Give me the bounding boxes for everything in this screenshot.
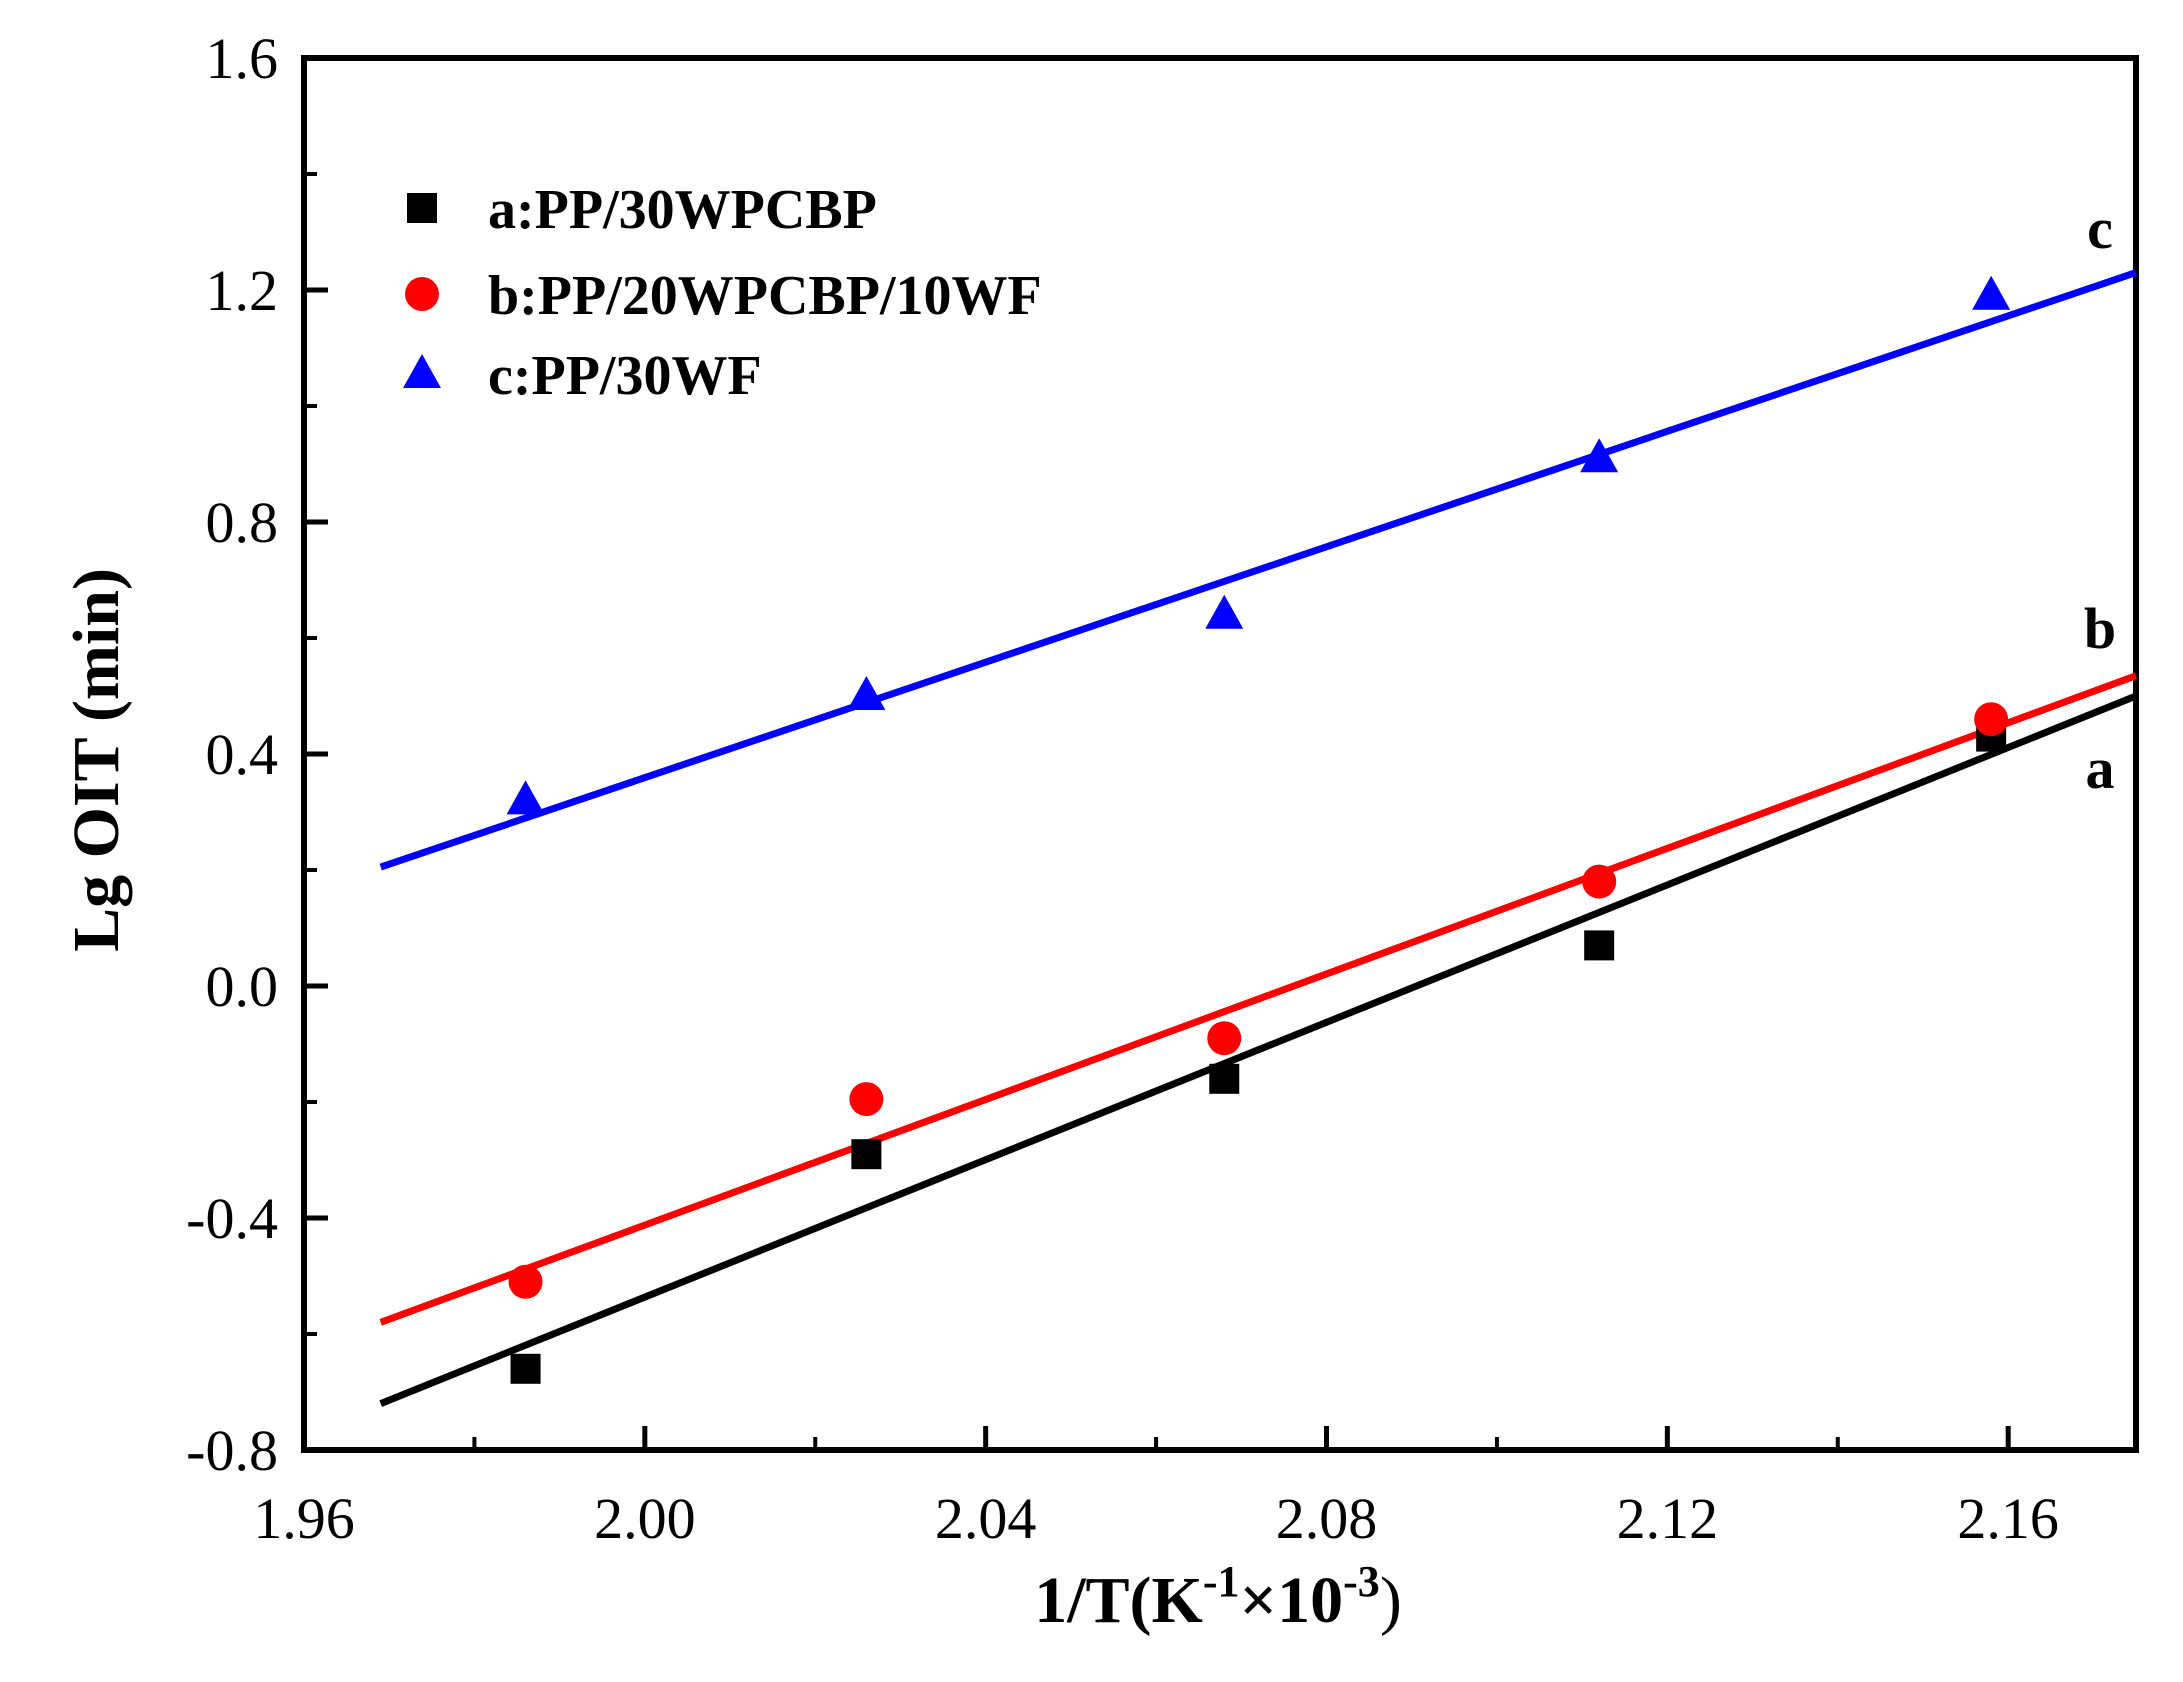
y-tick-label-0: -0.8 xyxy=(186,1418,278,1483)
fit-line-c xyxy=(379,269,2138,871)
point-c-0 xyxy=(506,780,545,815)
legend-label-a: a:PP/30WPCBP xyxy=(488,179,877,241)
legend: a:PP/30WPCBP b:PP/20WPCBP/10WF c:PP/30WF xyxy=(403,179,1042,407)
x-tick-label-1: 2.00 xyxy=(594,1486,696,1551)
x-tick-label-4: 2.12 xyxy=(1617,1486,1719,1551)
point-a-2 xyxy=(1209,1063,1240,1094)
legend-marker-c xyxy=(403,354,441,388)
point-c-2 xyxy=(1205,594,1244,629)
point-b-0 xyxy=(508,1264,543,1299)
x-axis-title-times: ×10 xyxy=(1240,1564,1344,1637)
x-tick-label-0: 1.96 xyxy=(253,1486,355,1551)
point-b-4 xyxy=(1974,702,2009,737)
series-tag-a: a xyxy=(2086,736,2115,801)
y-tick-label-3: 0.4 xyxy=(206,722,279,787)
point-b-3 xyxy=(1582,864,1617,899)
x-axis-title-sup2: -3 xyxy=(1343,1557,1380,1606)
y-tick-label-4: 0.8 xyxy=(206,490,279,555)
y-tick-label-1: -0.4 xyxy=(186,1186,278,1251)
series-tag-c: c xyxy=(2087,196,2113,261)
data-points xyxy=(506,275,2011,1384)
legend-marker-a xyxy=(407,193,437,223)
point-c-1 xyxy=(847,676,886,710)
series-tag-b: b xyxy=(2084,596,2116,661)
point-a-3 xyxy=(1584,930,1615,961)
x-tick-label-2: 2.04 xyxy=(935,1486,1037,1551)
fit-line-b xyxy=(379,672,2138,1326)
point-a-1 xyxy=(851,1139,882,1170)
axis-ticks xyxy=(301,55,2011,1453)
axis-tick-labels: 1.96 2.00 2.04 2.08 2.12 2.16 -0.8 -0.4 0.0 0.4 0.… xyxy=(186,26,2059,1551)
point-c-3 xyxy=(1580,438,1619,473)
x-axis-title-sup1: -1 xyxy=(1203,1557,1240,1606)
y-tick-label-5: 1.2 xyxy=(206,258,279,323)
point-b-2 xyxy=(1207,1021,1242,1056)
x-tick-label-5: 2.16 xyxy=(1957,1486,2059,1551)
y-axis-title: Lg OIT (min) xyxy=(60,568,133,952)
fit-line-a xyxy=(379,692,2138,1407)
x-axis-title-main: 1/T(K xyxy=(1034,1564,1203,1637)
y-tick-label-2: 0.0 xyxy=(206,954,279,1019)
x-tick-label-3: 2.08 xyxy=(1276,1486,1378,1551)
point-a-0 xyxy=(510,1353,541,1384)
legend-label-b: b:PP/20WPCBP/10WF xyxy=(488,265,1042,327)
point-c-4 xyxy=(1972,275,2011,310)
point-b-1 xyxy=(849,1082,884,1117)
x-axis-title: 1/T(K-1×10-3) xyxy=(1034,1557,1402,1637)
series-tags: a b c xyxy=(2084,196,2116,801)
x-axis-title-close: ) xyxy=(1380,1564,1402,1637)
legend-marker-b xyxy=(405,277,439,311)
legend-label-c: c:PP/30WF xyxy=(488,345,762,407)
y-tick-label-6: 1.6 xyxy=(206,26,279,91)
fit-lines xyxy=(379,269,2138,1407)
